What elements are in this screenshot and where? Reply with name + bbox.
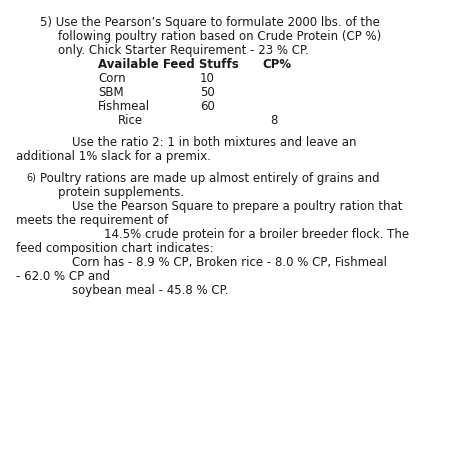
Text: 14.5% crude protein for a broiler breeder flock. The: 14.5% crude protein for a broiler breede… [104,228,409,241]
Text: soybean meal - 45.8 % CP.: soybean meal - 45.8 % CP. [72,284,228,297]
Text: 50: 50 [200,86,215,99]
Text: 8: 8 [270,114,277,127]
Text: CP%: CP% [262,58,291,71]
Text: Rice: Rice [118,114,143,127]
Text: 6): 6) [26,172,36,182]
Text: Corn: Corn [98,72,126,85]
Text: Corn has - 8.9 % CP, Broken rice - 8.0 % CP, Fishmeal: Corn has - 8.9 % CP, Broken rice - 8.0 %… [72,256,387,269]
Text: 5) Use the Pearson’s Square to formulate 2000 lbs. of the: 5) Use the Pearson’s Square to formulate… [40,16,380,29]
Text: Fishmeal: Fishmeal [98,100,150,113]
Text: 60: 60 [200,100,215,113]
Text: additional 1% slack for a premix.: additional 1% slack for a premix. [16,150,211,163]
Text: - 62.0 % CP and: - 62.0 % CP and [16,270,110,283]
Text: protein supplements.: protein supplements. [58,186,184,199]
Text: Use the ratio 2: 1 in both mixtures and leave an: Use the ratio 2: 1 in both mixtures and … [72,136,356,149]
Text: Available Feed Stuffs: Available Feed Stuffs [98,58,239,71]
Text: Poultry rations are made up almost entirely of grains and: Poultry rations are made up almost entir… [40,172,380,185]
Text: SBM: SBM [98,86,124,99]
Text: only. Chick Starter Requirement - 23 % CP.: only. Chick Starter Requirement - 23 % C… [58,44,309,57]
Text: 10: 10 [200,72,215,85]
Text: Use the Pearson Square to prepare a poultry ration that: Use the Pearson Square to prepare a poul… [72,200,402,213]
Text: feed composition chart indicates:: feed composition chart indicates: [16,242,214,255]
Text: following poultry ration based on Crude Protein (CP %): following poultry ration based on Crude … [58,30,381,43]
Text: meets the requirement of: meets the requirement of [16,214,168,227]
